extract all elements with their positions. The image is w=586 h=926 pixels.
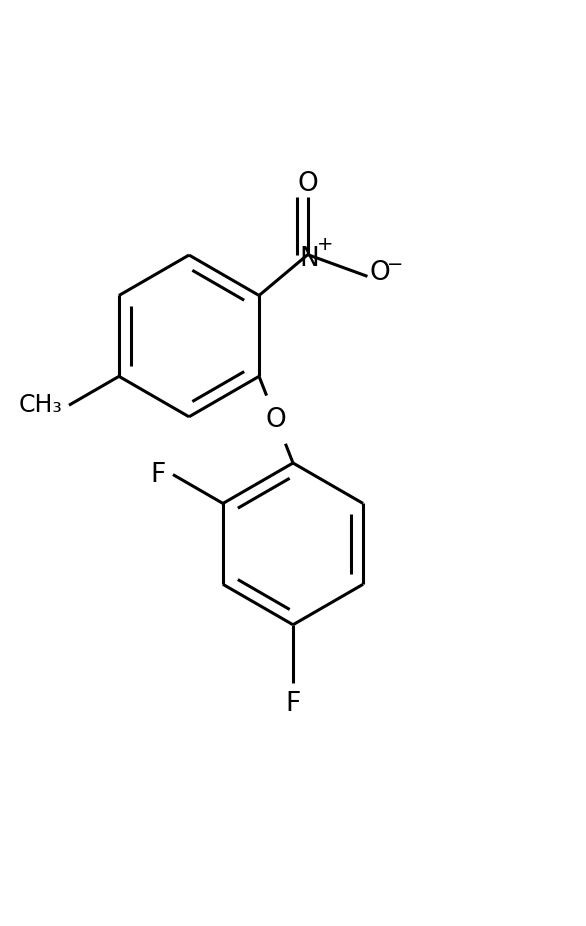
Text: +: + <box>317 234 333 254</box>
Text: O: O <box>297 171 318 197</box>
Text: CH₃: CH₃ <box>18 394 62 418</box>
Text: −: − <box>387 256 403 274</box>
Text: F: F <box>285 691 301 717</box>
Text: F: F <box>151 461 166 488</box>
Text: N: N <box>299 245 319 271</box>
Text: O: O <box>265 407 287 432</box>
Text: O: O <box>370 260 390 286</box>
